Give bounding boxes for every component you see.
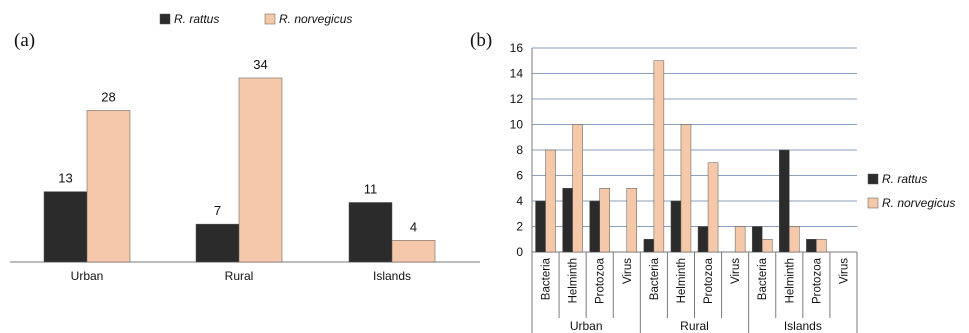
chart-b-legend-swatch: [867, 197, 879, 209]
chart-a-legend-swatch: [159, 13, 171, 25]
chart-b-category-label: Helminth: [676, 258, 688, 303]
chart-b-bar: [806, 239, 817, 253]
chart-a-data-label: 34: [253, 57, 267, 72]
chart-b-y-tick-label: 10: [510, 118, 524, 132]
chart-a-category-label: Urban: [71, 269, 104, 283]
chart-b-bar: [816, 239, 827, 253]
chart-b-bar: [789, 226, 800, 253]
chart-b-bar: [653, 60, 665, 253]
chart-b-category-label: Bacteria: [757, 257, 769, 300]
chart-b-bar: [572, 124, 583, 253]
chart-a-bar: [43, 191, 88, 263]
chart-a-bar: [195, 223, 240, 263]
chart-b-category-label: Bacteria: [541, 257, 553, 300]
chart-b-y-tick-label: 4: [516, 194, 523, 208]
chart-a-category-label: Rural: [225, 269, 254, 283]
chart-b-category-label: Helminth: [784, 258, 796, 303]
chart-b-category-label: Helminth: [568, 258, 580, 303]
chart-b-group-label: Islands: [784, 319, 822, 333]
chart-b-bar: [545, 149, 556, 253]
chart-b-bar: [626, 188, 638, 253]
chart-b-category-label: Protozoa: [811, 257, 823, 304]
chart-a-bar: [238, 77, 283, 263]
chart-b-y-tick-label: 14: [510, 67, 524, 81]
chart-a-data-label: 11: [364, 181, 378, 196]
chart-b-bar: [535, 200, 546, 253]
chart-b-y-tick-label: 8: [516, 143, 523, 157]
chart-b-category-label: Protozoa: [703, 257, 715, 304]
chart-a-category-label: Islands: [373, 269, 411, 283]
chart-a-data-label: 28: [101, 89, 115, 104]
chart-a-data-label: 7: [214, 203, 221, 218]
chart-b-bar: [599, 188, 610, 253]
chart-a-data-label: 13: [58, 171, 72, 186]
chart-b-category-label: Virus: [622, 258, 634, 284]
chart-b-bar: [680, 124, 692, 253]
chart-b-y-tick-label: 2: [516, 220, 523, 234]
chart-a-bar: [391, 240, 436, 263]
chart-b-bar: [562, 188, 573, 253]
chart-b-bar: [734, 226, 746, 253]
chart-b-group-label: Rural: [680, 319, 709, 333]
chart-b-bar: [761, 239, 773, 253]
chart-b-bar: [751, 226, 763, 253]
chart-b-y-tick-label: 6: [516, 169, 523, 183]
chart-a-legend-swatch: [264, 13, 276, 25]
chart-b-category-label: Protozoa: [595, 257, 607, 304]
chart-a-data-label: 4: [410, 219, 417, 234]
panel-b-letter: (b): [470, 30, 493, 51]
chart-b-legend-label: R. norvegicus: [882, 196, 955, 210]
chart-b-legend-label: R. rattus: [882, 172, 927, 186]
chart-b-bar: [707, 162, 719, 253]
chart-b-category-label: Virus: [838, 258, 850, 284]
chart-b-group-label: Urban: [570, 319, 603, 333]
chart-b-y-tick-label: 12: [510, 92, 524, 106]
chart-a-bar: [348, 202, 393, 263]
chart-b-y-tick-label: 16: [510, 41, 524, 55]
panel-a-letter: (a): [14, 30, 36, 51]
chart-b-bar: [697, 226, 709, 253]
chart-b-category-label: Virus: [730, 258, 742, 284]
chart-b-y-tick-label: 0: [516, 245, 523, 259]
chart-a-legend-label: R. norvegicus: [279, 12, 352, 26]
chart-b-bar: [779, 149, 790, 253]
chart-b-bar: [589, 200, 600, 253]
chart-b-bar: [670, 200, 682, 253]
chart-a-bar: [86, 110, 131, 263]
chart-a-legend-label: R. rattus: [174, 12, 219, 26]
chart-b-bar: [643, 239, 655, 253]
chart-b-category-label: Bacteria: [649, 257, 661, 300]
chart-b-legend-swatch: [867, 173, 879, 185]
